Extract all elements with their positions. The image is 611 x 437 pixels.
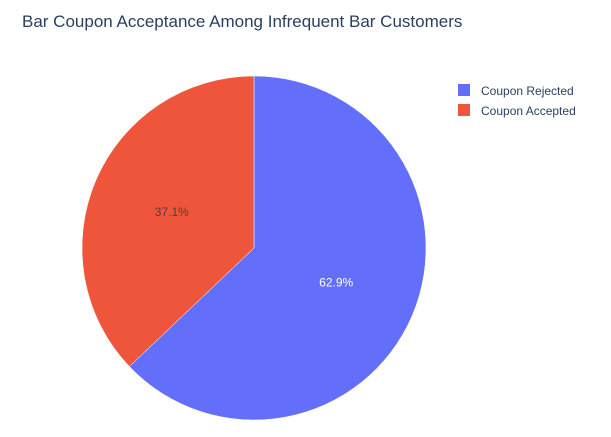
slice-value-label: 62.9% [319, 275, 353, 289]
pie-slice-labels: 62.9% 37.1% [155, 205, 354, 290]
pie-slice-coupon-accepted[interactable] [81, 75, 255, 367]
legend-label: Coupon Rejected [481, 84, 574, 98]
legend-label: Coupon Accepted [481, 104, 576, 118]
chart-title: Bar Coupon Acceptance Among Infrequent B… [22, 12, 462, 31]
legend: Coupon Rejected Coupon Accepted [458, 84, 576, 118]
pie-slice-coupon-rejected[interactable] [129, 75, 427, 421]
slice-value-label: 37.1% [155, 205, 189, 219]
legend-swatch [458, 84, 470, 96]
legend-item-coupon-rejected[interactable]: Coupon Rejected [458, 84, 574, 98]
pie-slices [81, 75, 427, 421]
legend-swatch [458, 104, 470, 116]
legend-item-coupon-accepted[interactable]: Coupon Accepted [458, 104, 576, 118]
